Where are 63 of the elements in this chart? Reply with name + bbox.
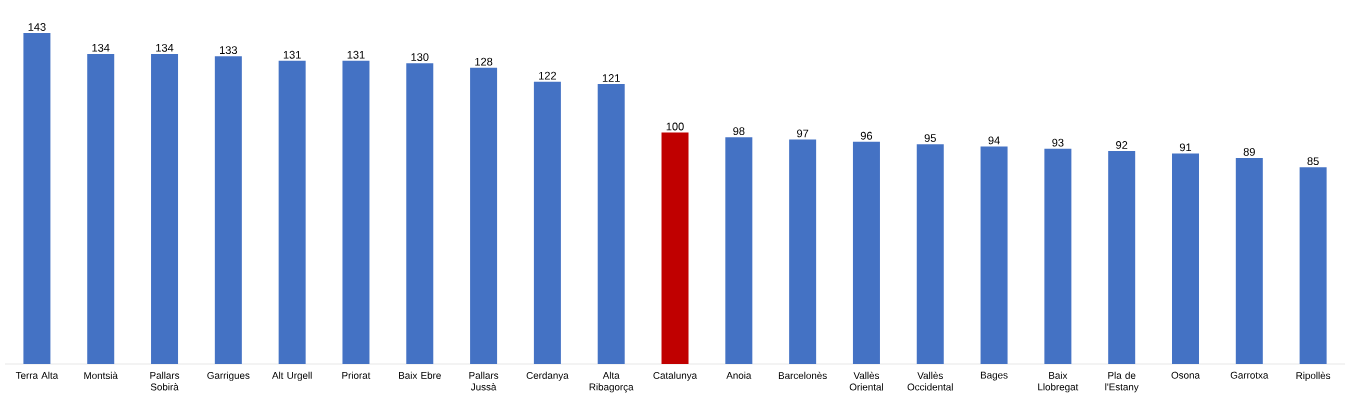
data-label: 94 (988, 136, 1000, 145)
bar (661, 132, 689, 364)
x-tick-label: Alt Urgell (272, 371, 312, 381)
bar (789, 139, 817, 364)
bar (214, 56, 242, 364)
bar (1172, 153, 1199, 364)
data-label: 91 (1179, 143, 1192, 152)
x-tick-label: Cerdanya (526, 371, 569, 381)
x-tick-label: Osona (1171, 371, 1200, 379)
data-label: 100 (666, 122, 684, 131)
data-label: 85 (1307, 157, 1319, 166)
bar (725, 137, 753, 364)
data-label: 134 (92, 43, 110, 52)
x-tick-label: Terra Alta (15, 371, 59, 379)
bar (470, 67, 498, 364)
data-label: 143 (28, 23, 46, 31)
bar (1299, 167, 1327, 364)
x-tick-label: Pallars Jussà (469, 371, 499, 391)
x-tick-label: Priorat (342, 371, 371, 379)
data-label: 89 (1243, 148, 1255, 156)
x-tick-label: Vallès Oriental (849, 371, 883, 391)
data-label: 97 (797, 129, 809, 138)
bar (852, 141, 880, 364)
bar (1108, 151, 1136, 364)
data-label: 92 (1116, 141, 1128, 149)
x-tick-label: Baix Llobregat (1038, 371, 1079, 393)
bar (597, 84, 625, 364)
bar (1044, 148, 1072, 364)
x-tick-label: Ripollès (1296, 371, 1331, 381)
bar (23, 33, 51, 364)
bar (533, 81, 561, 364)
bar (278, 60, 306, 364)
data-label: 131 (347, 50, 365, 59)
data-label: 122 (539, 71, 557, 80)
bar (87, 53, 115, 364)
data-label: 121 (602, 74, 620, 82)
data-label: 93 (1052, 138, 1064, 147)
bar (980, 146, 1008, 364)
data-label: 128 (475, 57, 493, 66)
x-tick-label: Montsià (84, 371, 118, 380)
x-tick-label: Garrotxa (1230, 371, 1269, 379)
x-tick-label: Barcelonès (778, 371, 827, 380)
x-tick-label: Bages (980, 371, 1008, 381)
x-tick-label: Anoia (726, 371, 752, 379)
bar (151, 53, 179, 364)
x-tick-label: Vallès Occidental (907, 371, 953, 391)
data-label: 130 (411, 53, 429, 61)
data-label: 131 (283, 50, 301, 59)
bar (342, 60, 370, 364)
bar (406, 63, 434, 364)
x-tick-label: Baix Ebre (399, 371, 441, 379)
x-tick-label: Alta Ribagorça (589, 371, 634, 393)
bar (916, 144, 944, 364)
x-tick-label: Garrigues (207, 371, 250, 381)
data-label: 133 (220, 46, 238, 55)
x-tick-label: Pla de l'Estany (1105, 371, 1139, 393)
bar (1235, 158, 1263, 364)
data-label: 98 (733, 127, 745, 136)
data-label: 134 (156, 43, 174, 52)
data-label: 96 (860, 131, 873, 140)
data-label: 95 (924, 134, 936, 142)
x-tick-label: Pallars Sobirà (150, 371, 180, 391)
x-tick-label: Catalunya (653, 371, 698, 381)
